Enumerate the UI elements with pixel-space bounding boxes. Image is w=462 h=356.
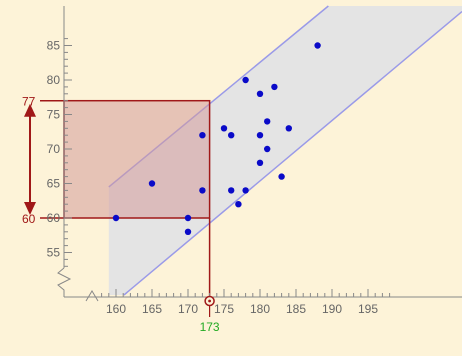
data-point (256, 90, 264, 98)
x-tick-label: 165 (142, 302, 162, 316)
x-input-marker-dot (208, 299, 212, 303)
data-point (242, 76, 249, 84)
x-tick-label: 185 (286, 302, 306, 316)
data-point (228, 132, 235, 139)
data-point (256, 132, 264, 139)
prediction-interval-box (24, 99, 211, 297)
prediction-markers: 77 60 173 (22, 95, 220, 334)
x-input-label: 173 (200, 320, 220, 334)
data-point (285, 125, 292, 132)
x-tick-label: 190 (322, 302, 342, 316)
data-point (235, 201, 242, 208)
x-tick-label: 180 (250, 302, 270, 316)
data-point (228, 187, 235, 194)
y-tick-label: 85 (47, 39, 61, 53)
x-tick-label: 195 (358, 302, 378, 316)
data-point (278, 173, 285, 180)
data-point (271, 83, 278, 91)
y-axis-break (57, 267, 72, 297)
interval-high-label: 77 (22, 95, 36, 109)
data-point (242, 187, 249, 194)
data-point (199, 187, 206, 194)
interval-low-label: 60 (22, 212, 36, 226)
axes: 55 60 65 70 75 80 85 160 165 170 175 180 185 190 195 (47, 6, 462, 316)
data-point (264, 118, 271, 125)
band-lower-edge (123, 10, 462, 296)
data-points (112, 42, 321, 235)
y-tick-label: 80 (47, 73, 61, 87)
data-point (264, 145, 271, 153)
y-tick-label: 65 (47, 177, 61, 191)
interval-arrow-down-head (24, 202, 36, 215)
y-tick-label: 60 (47, 211, 61, 225)
interval-arrow-up-head (24, 103, 36, 117)
data-point (256, 159, 264, 166)
y-tick-label: 70 (47, 142, 61, 156)
data-point (112, 214, 120, 222)
data-point (148, 180, 156, 187)
data-point (184, 214, 192, 222)
data-point (314, 42, 321, 49)
y-tick-label: 75 (47, 108, 61, 122)
data-point (184, 228, 192, 235)
x-tick-label: 175 (214, 302, 234, 316)
x-axis-break (85, 290, 99, 302)
interval-rect (63, 99, 211, 219)
x-tick-label: 170 (178, 302, 198, 316)
x-tick-label: 160 (106, 302, 126, 316)
y-tick-label: 55 (47, 246, 61, 260)
band-area (108, 6, 462, 295)
data-point (199, 132, 206, 139)
data-point (220, 125, 228, 132)
